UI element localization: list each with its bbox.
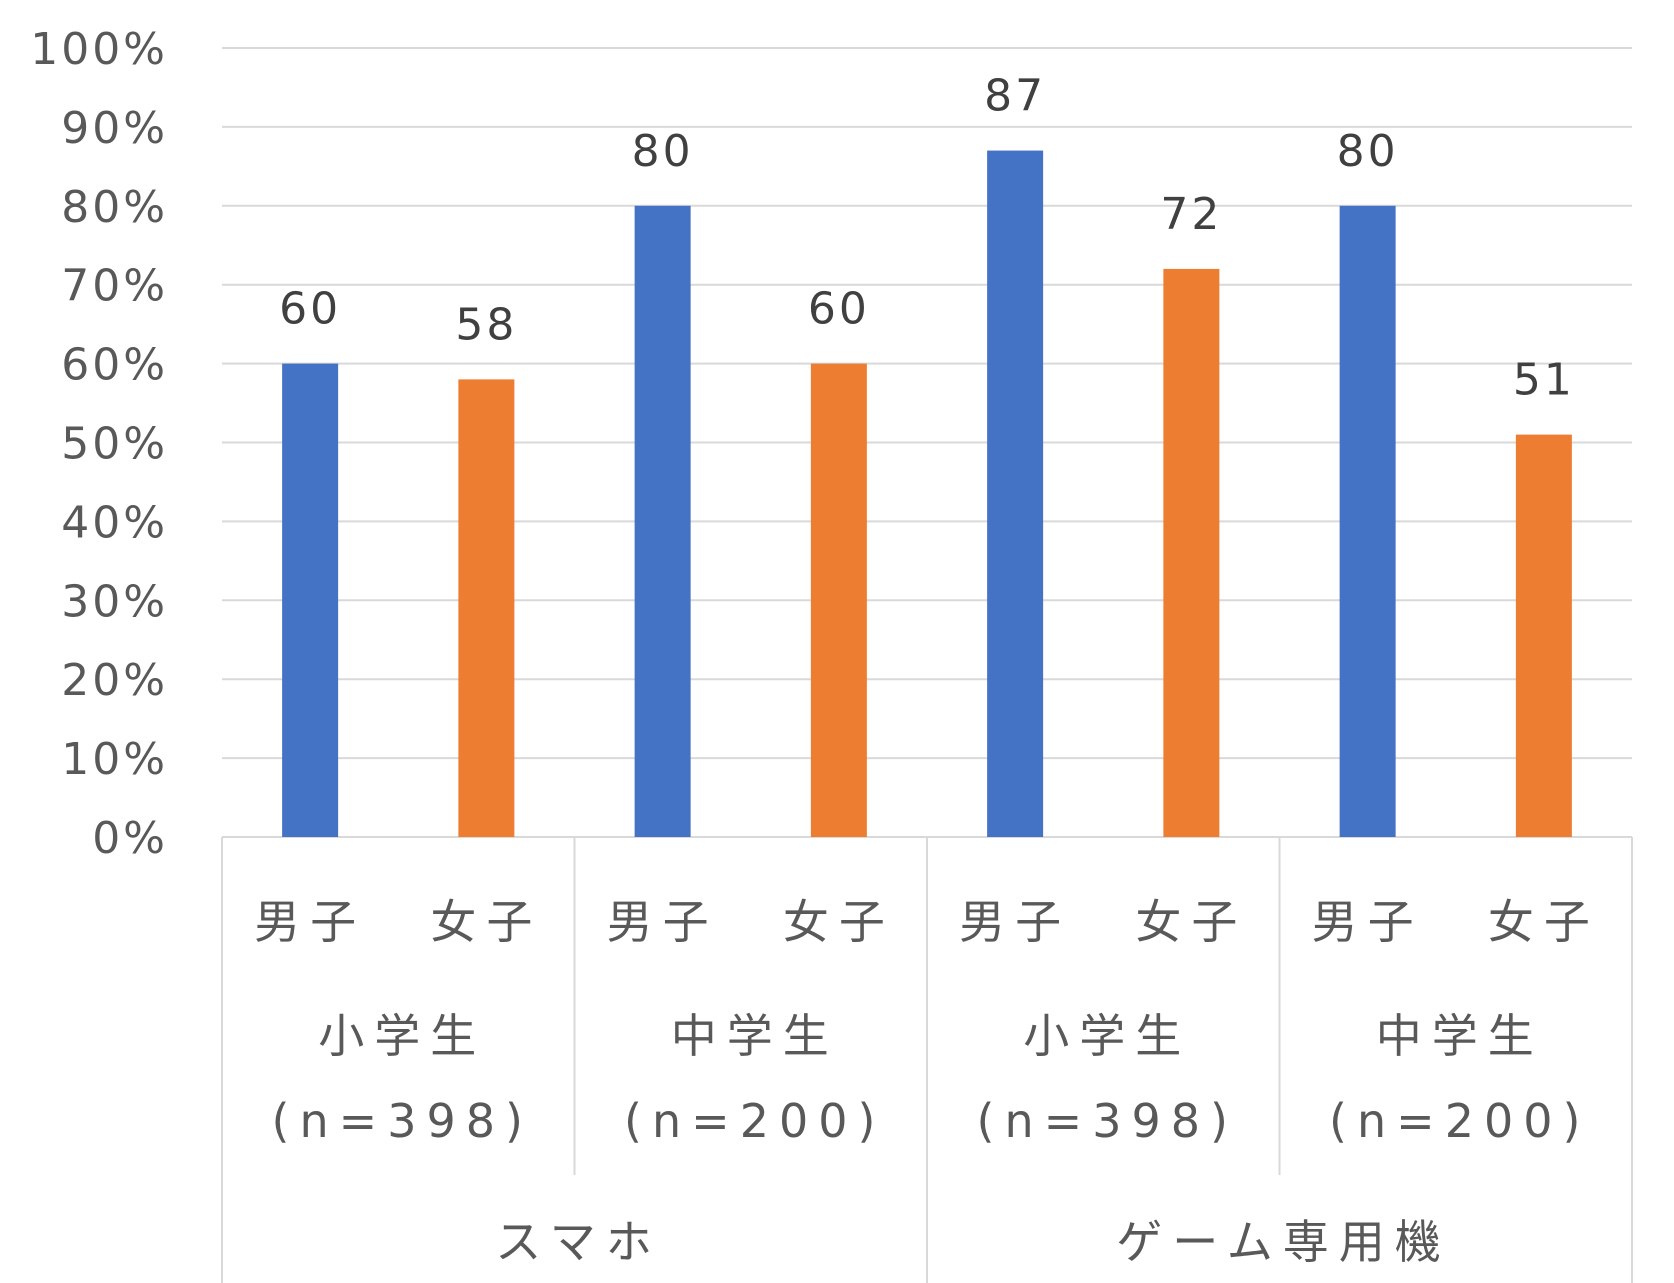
y-tick-label: 30% — [61, 576, 168, 627]
x-group-sample-size: (n=200) — [1329, 1094, 1590, 1148]
y-tick-label: 50% — [61, 419, 168, 470]
bar — [1339, 205, 1396, 838]
data-label: 60 — [808, 284, 870, 335]
bar — [987, 150, 1044, 837]
y-tick-label: 90% — [61, 103, 168, 154]
x-category-label: 男子 — [254, 895, 366, 949]
bar — [634, 205, 691, 838]
bar — [458, 379, 515, 837]
y-tick-label: 80% — [61, 182, 168, 233]
y-tick-label: 70% — [61, 261, 168, 312]
bar — [282, 363, 339, 837]
y-tick-label: 40% — [61, 497, 168, 548]
data-label: 72 — [1160, 189, 1222, 240]
data-label: 58 — [455, 299, 517, 350]
x-category-label: 女子 — [1488, 895, 1600, 949]
y-tick-label: 60% — [61, 340, 168, 391]
bar — [1163, 268, 1220, 837]
x-category-label: 女子 — [430, 895, 542, 949]
bar — [810, 363, 867, 837]
x-category-label: 男子 — [1312, 895, 1424, 949]
x-device-label: ゲーム専用機 — [1116, 1215, 1451, 1269]
y-tick-label: 100% — [30, 24, 168, 75]
x-group-sample-size: (n=398) — [977, 1094, 1238, 1148]
y-tick-label: 20% — [61, 655, 168, 706]
x-device-label: スマホ — [495, 1215, 662, 1269]
x-group-label: 小学生 — [318, 1009, 486, 1063]
x-group-label: 中学生 — [671, 1009, 839, 1063]
x-category-label: 男子 — [959, 895, 1071, 949]
x-category-label: 女子 — [783, 895, 895, 949]
x-group-label: 小学生 — [1023, 1009, 1191, 1063]
x-category-label: 女子 — [1135, 895, 1247, 949]
data-label: 87 — [984, 71, 1046, 122]
data-label: 60 — [279, 284, 341, 335]
data-label: 80 — [1337, 126, 1399, 177]
y-tick-label: 0% — [92, 813, 168, 864]
x-group-sample-size: (n=200) — [624, 1094, 885, 1148]
data-label: 51 — [1513, 355, 1575, 406]
y-tick-label: 10% — [61, 734, 168, 785]
bar — [1515, 434, 1572, 837]
x-group-label: 中学生 — [1376, 1009, 1544, 1063]
x-category-label: 男子 — [607, 895, 719, 949]
data-label: 80 — [632, 126, 694, 177]
x-group-sample-size: (n=398) — [272, 1094, 533, 1148]
